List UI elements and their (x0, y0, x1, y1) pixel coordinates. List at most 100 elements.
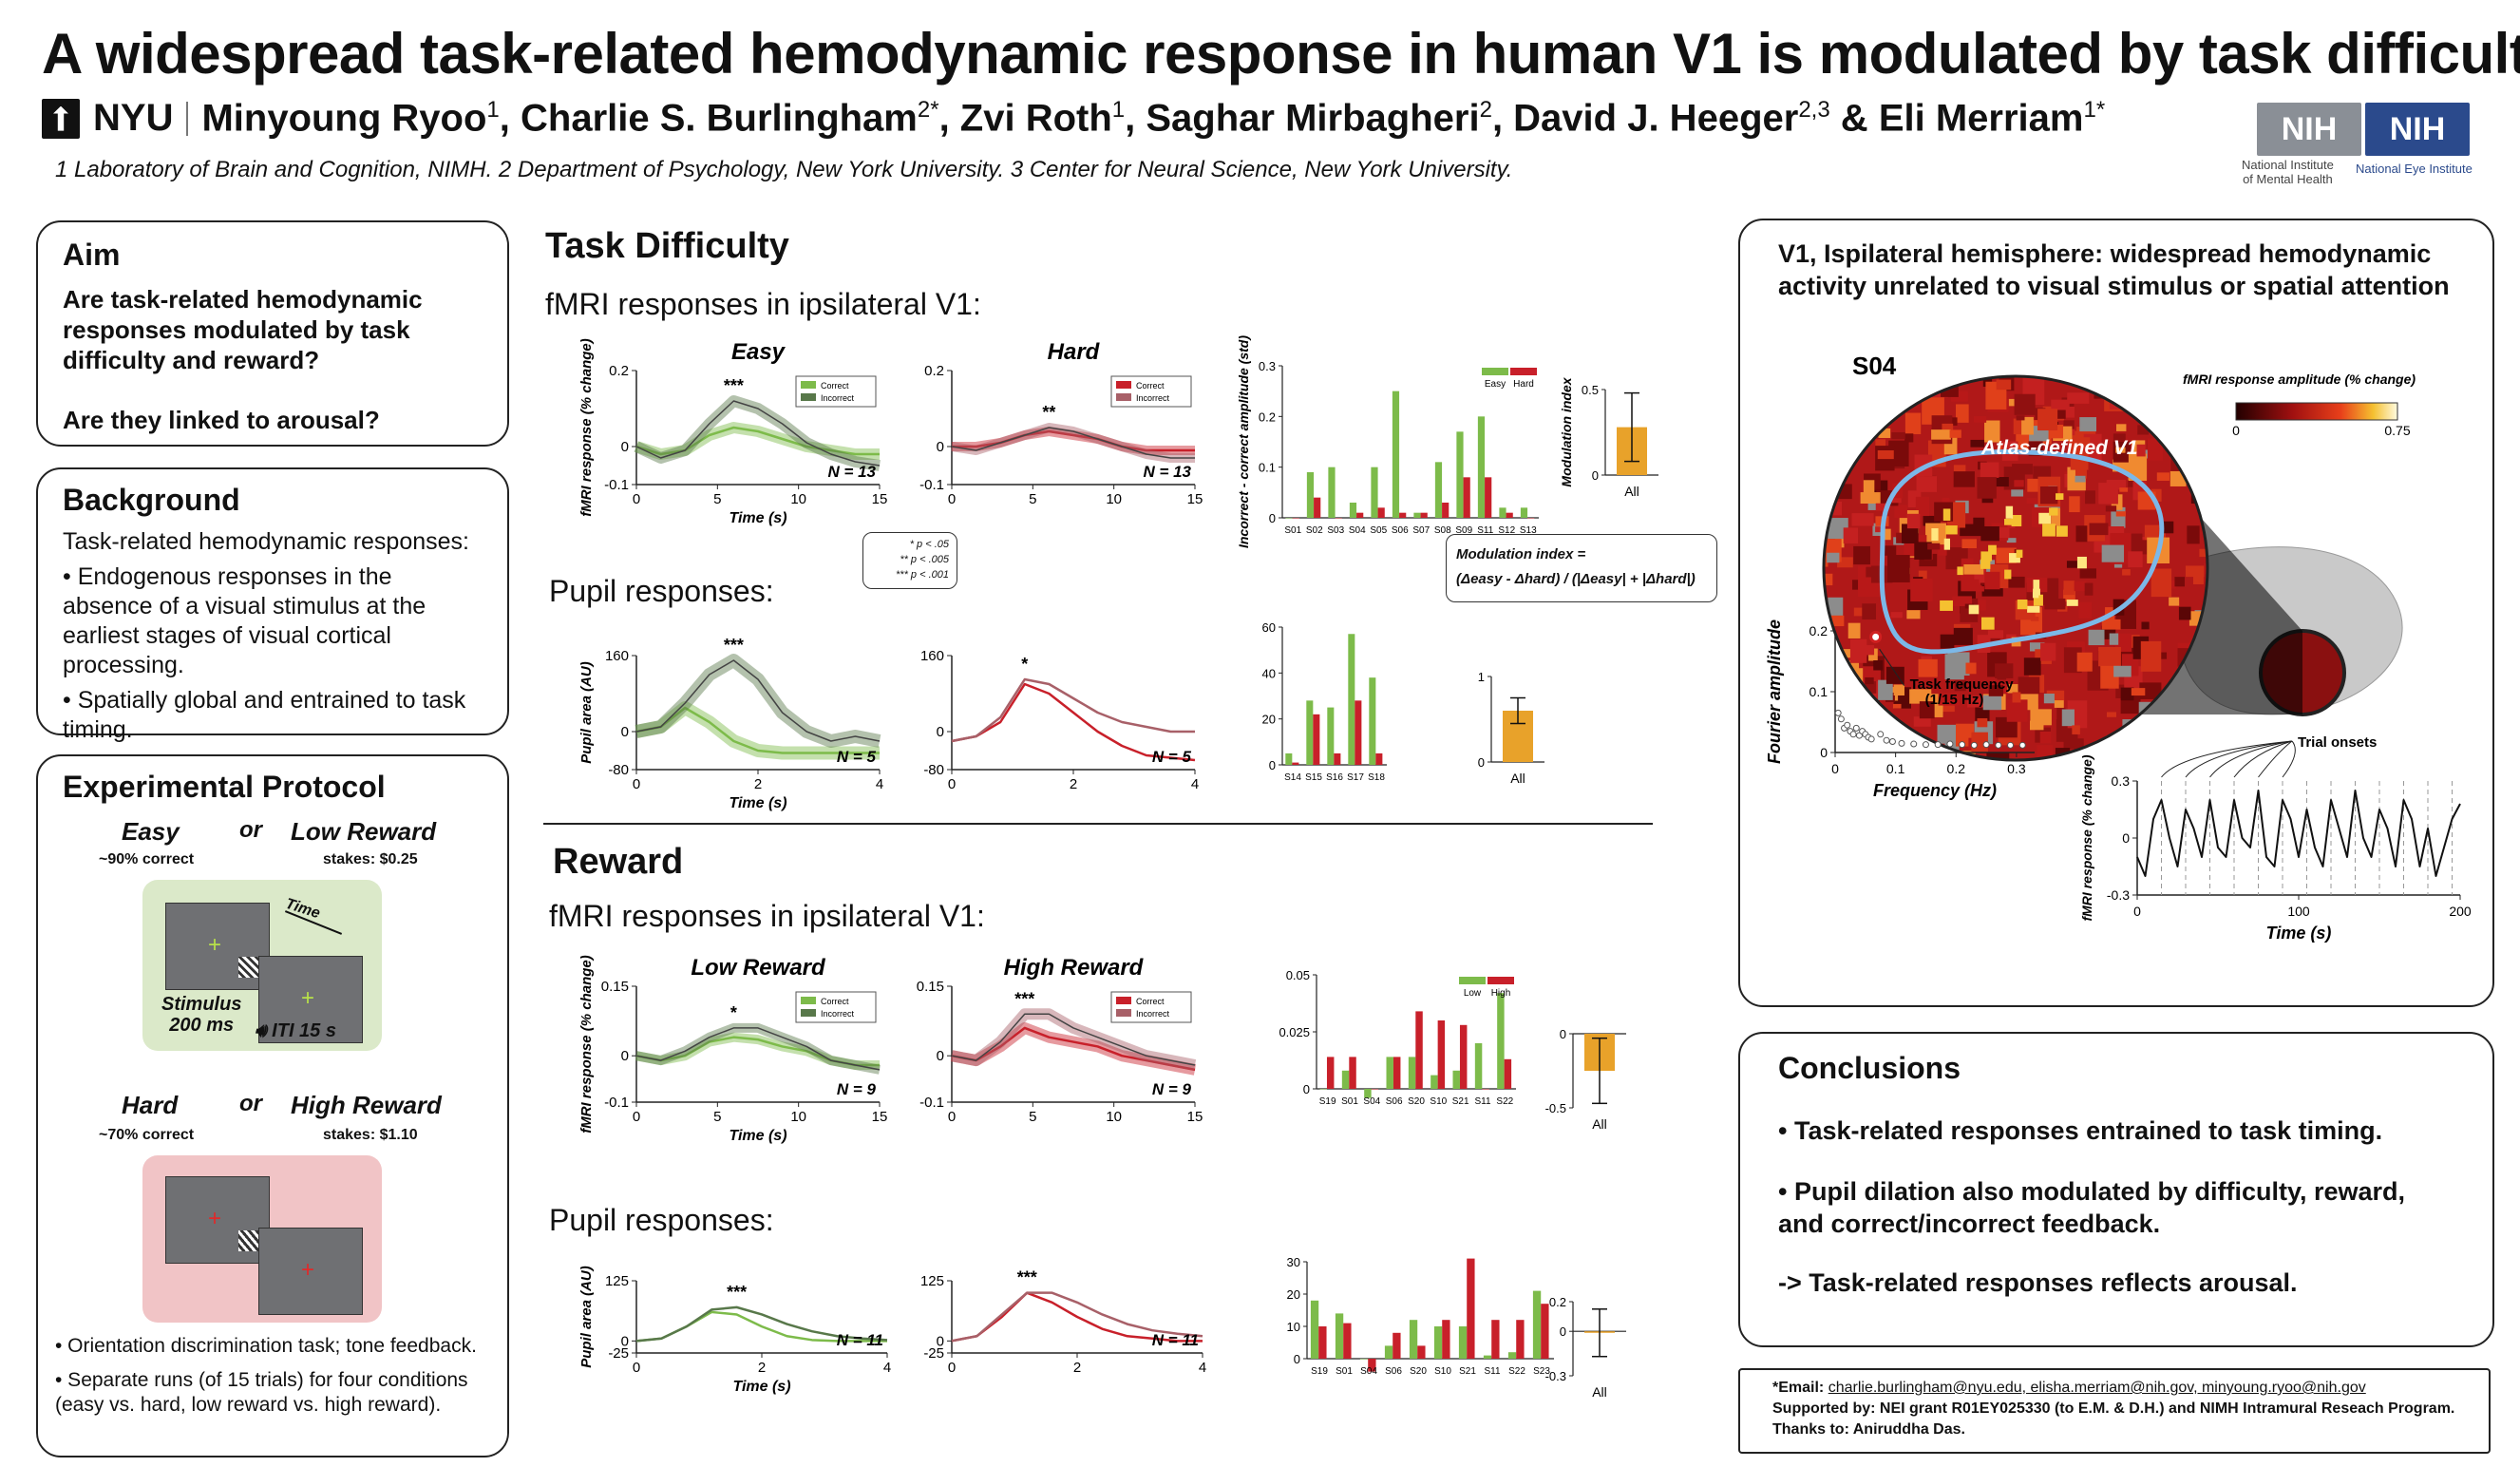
flatmap-voxel (1956, 404, 1969, 423)
flatmap-voxel (1974, 415, 1987, 423)
grating-stimulus (238, 957, 259, 978)
flatmap-voxel (1878, 679, 1893, 700)
y-tick-label: 0.3 (2112, 773, 2131, 789)
flatmap-voxel (1873, 660, 1884, 671)
flatmap-voxel (1953, 627, 1973, 645)
protocol-title: Experimental Protocol (63, 770, 386, 804)
bar (1516, 1320, 1525, 1359)
flatmap-voxel (1906, 513, 1921, 529)
legend-swatch (1116, 1009, 1131, 1017)
x-tick-label: 4 (1191, 776, 1199, 792)
x-tick-label: 0 (948, 1360, 956, 1376)
flatmap-voxel (2111, 739, 2132, 760)
flatmap-voxel (1942, 423, 1954, 430)
y-axis-label: fMRI response (% change) (578, 955, 595, 1134)
flatmap-voxel (1824, 381, 1845, 399)
flatmap-voxel (2178, 606, 2191, 620)
chart-title: Hard (1048, 339, 1101, 365)
trial-onset-pointer (2233, 740, 2293, 778)
aim-question-2: Are they linked to arousal? (63, 406, 380, 434)
bar (1326, 1057, 1335, 1089)
fixation-cross-red: + (208, 1206, 222, 1231)
flatmap-voxel (2072, 725, 2080, 734)
flatmap-voxel (2186, 397, 2199, 405)
p-legend-3: *** p < .001 (896, 569, 949, 581)
flatmap-voxel (1824, 573, 1833, 586)
flatmap-voxel (2014, 480, 2024, 487)
fourier-point (1934, 741, 1942, 749)
stimulus-screen-3: + (165, 1176, 270, 1264)
flatmap-voxel (2211, 433, 2226, 450)
nei-logo: NIH (2365, 103, 2470, 156)
y-tick-label: 125 (605, 1273, 629, 1289)
flatmap-voxel (2192, 574, 2204, 584)
y-tick-label: 0.2 (609, 363, 629, 379)
support-line: Supported by: NEI grant R01EY025330 (to … (1772, 1400, 2455, 1417)
flatmap-voxel (1896, 532, 1906, 543)
author-affiliation-sup: 2 (1479, 97, 1492, 123)
category-label: S04 (1360, 1366, 1377, 1377)
flatmap-voxel (1921, 656, 1932, 663)
flatmap-voxel (2190, 408, 2207, 429)
flatmap-voxel (2204, 405, 2207, 419)
flatmap-voxel (2204, 562, 2207, 575)
flatmap-voxel (1980, 462, 1999, 478)
y-tick-label: -80 (923, 762, 944, 778)
y-axis-label: Pupil area (AU) (578, 661, 595, 764)
flatmap-voxel (1851, 513, 1874, 526)
protocol-or-2: or (239, 1091, 262, 1116)
series-band (951, 423, 1195, 463)
flatmap-voxel (1987, 630, 2004, 638)
x-tick-label: 0 (1831, 761, 1839, 776)
flatmap-hot-voxel (2033, 594, 2043, 606)
flatmap-voxel (2214, 501, 2229, 521)
flatmap-voxel (1836, 747, 1847, 760)
x-tick-label: 2 (1073, 1360, 1081, 1376)
flatmap-voxel (1828, 417, 1847, 439)
bar (1452, 1070, 1460, 1089)
modulation-index-formula: Modulation index = (Δeasy - Δhard) / (|Δ… (1446, 534, 1717, 602)
flatmap-voxel (1875, 526, 1885, 533)
ts-x-label: Time (s) (2266, 924, 2332, 943)
flatmap-hot-voxel (1988, 544, 1997, 555)
x-tick-label: 5 (713, 491, 721, 507)
y-tick-label: 0 (1560, 1027, 1566, 1041)
flatmap-voxel (2088, 629, 2105, 646)
category-label: S05 (1370, 525, 1387, 536)
legend-label: Low (1464, 988, 1482, 999)
flatmap-voxel (2174, 577, 2186, 587)
bar (1467, 1258, 1475, 1359)
bar (1507, 1352, 1517, 1359)
flatmap-voxel (2179, 769, 2188, 774)
y-axis-label: Incorrect - correct amplitude (std) (1236, 335, 1251, 548)
x-tick-label: 0 (633, 1109, 640, 1125)
y-tick-label: 0 (621, 1333, 629, 1349)
flatmap-voxel (2141, 621, 2150, 630)
flatmap-voxel (1918, 658, 1938, 677)
y-tick-label: 0 (1592, 468, 1599, 483)
y-tick-label: 0 (621, 1048, 629, 1064)
email-links[interactable]: charlie.burlingham@nyu.edu, elisha.merri… (1828, 1380, 2366, 1396)
flatmap-voxel (2096, 758, 2116, 760)
flatmap-voxel (2075, 525, 2088, 543)
y-axis-label: fMRI response (% change) (578, 338, 595, 517)
y-tick-label: -0.5 (1545, 1101, 1566, 1115)
flatmap-voxel (1923, 515, 1941, 526)
category-label: S04 (1363, 1096, 1380, 1107)
flatmap-voxel (2193, 468, 2204, 476)
protocol-low-stakes: stakes: $0.25 (323, 851, 418, 867)
protocol-easy-correct: ~90% correct (99, 851, 195, 867)
flatmap-voxel (2006, 699, 2028, 722)
bar (1392, 391, 1400, 518)
flatmap-voxel (2113, 737, 2137, 760)
flatmap-voxel (2199, 720, 2207, 742)
flatmap-voxel (1853, 545, 1870, 565)
flatmap-voxel (2084, 582, 2094, 596)
subject-label: S04 (1852, 352, 1897, 380)
bar (1384, 1345, 1393, 1359)
flatmap-voxel (2106, 712, 2116, 717)
bar (1319, 1089, 1327, 1090)
stimulus-screen-2: + (258, 956, 363, 1043)
x-tick-label: 0 (633, 491, 640, 507)
flatmap-voxel (1824, 439, 1835, 460)
